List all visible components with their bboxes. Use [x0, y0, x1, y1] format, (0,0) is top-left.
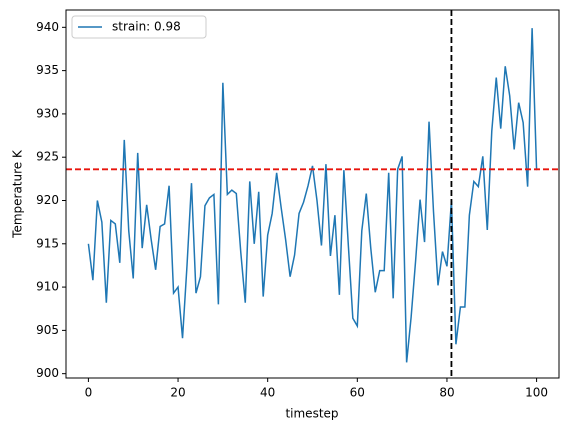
y-tick-label: 925 [36, 150, 59, 164]
x-axis-label: timestep [285, 407, 338, 421]
y-tick-label: 935 [36, 63, 59, 77]
y-axis-label: Temperature K [11, 149, 25, 239]
x-tick-label: 60 [350, 386, 365, 400]
x-tick-label: 20 [170, 386, 185, 400]
y-tick-label: 915 [36, 236, 59, 250]
data-line [87, 28, 538, 363]
y-tick-label: 920 [36, 193, 59, 207]
legend-label: strain: 0.98 [112, 20, 181, 34]
y-tick-label: 930 [36, 106, 59, 120]
legend-box [71, 15, 207, 39]
y-tick-label: 940 [36, 20, 59, 34]
y-tick-label: 905 [36, 323, 59, 337]
plot-frame [65, 9, 560, 379]
y-tick-label: 900 [36, 366, 59, 380]
x-tick-label: 80 [439, 386, 454, 400]
y-tick-label: 910 [36, 280, 59, 294]
x-tick-label: 40 [260, 386, 275, 400]
x-tick-label: 100 [525, 386, 548, 400]
x-tick-label: 0 [85, 386, 93, 400]
